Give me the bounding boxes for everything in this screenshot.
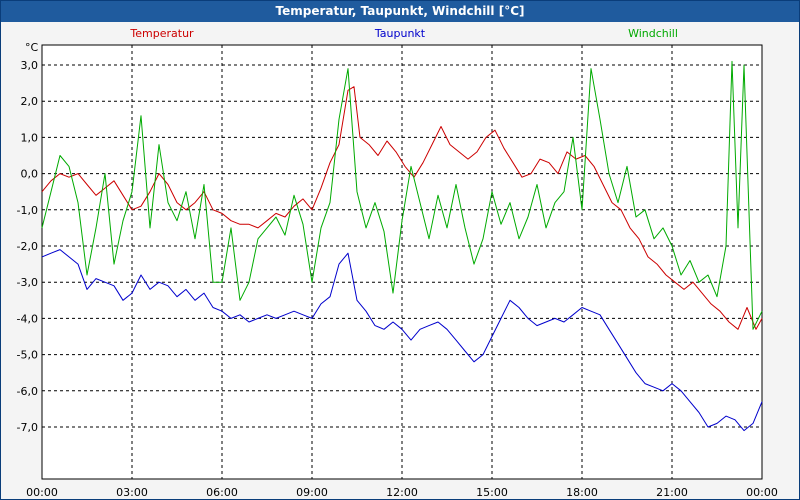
x-tick-time: 15:00 bbox=[476, 486, 508, 499]
legend-item-taupunkt: Taupunkt bbox=[374, 27, 426, 40]
x-tick-time: 00:00 bbox=[26, 486, 58, 499]
x-tick-time: 12:00 bbox=[386, 486, 418, 499]
legend: Temperatur Taupunkt Windchill bbox=[129, 27, 678, 40]
y-tick-label: -6,0 bbox=[17, 385, 38, 398]
y-axis-unit: °C bbox=[25, 41, 39, 54]
grid bbox=[42, 45, 762, 479]
y-tick-label: -1,0 bbox=[17, 204, 38, 217]
y-tick-label: -5,0 bbox=[17, 349, 38, 362]
line-chart: 3,0 2,0 1,0 0,0 -1,0 -2,0 -3,0 -4,0 -5,0 -6,0 -7,0… bbox=[17, 27, 778, 499]
window-title: Temperatur, Taupunkt, Windchill [°C] bbox=[1, 1, 799, 22]
x-tick-time: 09:00 bbox=[296, 486, 328, 499]
y-tick-label: 3,0 bbox=[21, 59, 39, 72]
legend-item-windchill: Windchill bbox=[628, 27, 678, 40]
x-tick-time: 03:00 bbox=[116, 486, 148, 499]
x-tick-labels: 00:0009.02.1303:0009.02.1306:0009.02.130… bbox=[26, 486, 778, 499]
series-line-taupunkt bbox=[41, 249, 763, 432]
legend-item-temperatur: Temperatur bbox=[129, 27, 194, 40]
y-tick-label: 2,0 bbox=[21, 95, 39, 108]
x-tick-time: 06:00 bbox=[206, 486, 238, 499]
y-tick-labels: 3,0 2,0 1,0 0,0 -1,0 -2,0 -3,0 -4,0 -5,0 -6,0 -7,0 bbox=[17, 59, 38, 434]
y-tick-label: -4,0 bbox=[17, 312, 38, 325]
y-tick-label: 1,0 bbox=[21, 131, 39, 144]
series-line-temperatur bbox=[41, 86, 763, 330]
x-tick-time: 00:00 bbox=[746, 486, 778, 499]
series-line-windchill bbox=[41, 60, 763, 330]
y-tick-label: 0,0 bbox=[21, 168, 39, 181]
series-lines bbox=[41, 60, 763, 432]
x-tick-time: 21:00 bbox=[656, 486, 688, 499]
x-tick-time: 18:00 bbox=[566, 486, 598, 499]
y-tick-label: -2,0 bbox=[17, 240, 38, 253]
y-tick-label: -7,0 bbox=[17, 421, 38, 434]
y-tick-label: -3,0 bbox=[17, 276, 38, 289]
